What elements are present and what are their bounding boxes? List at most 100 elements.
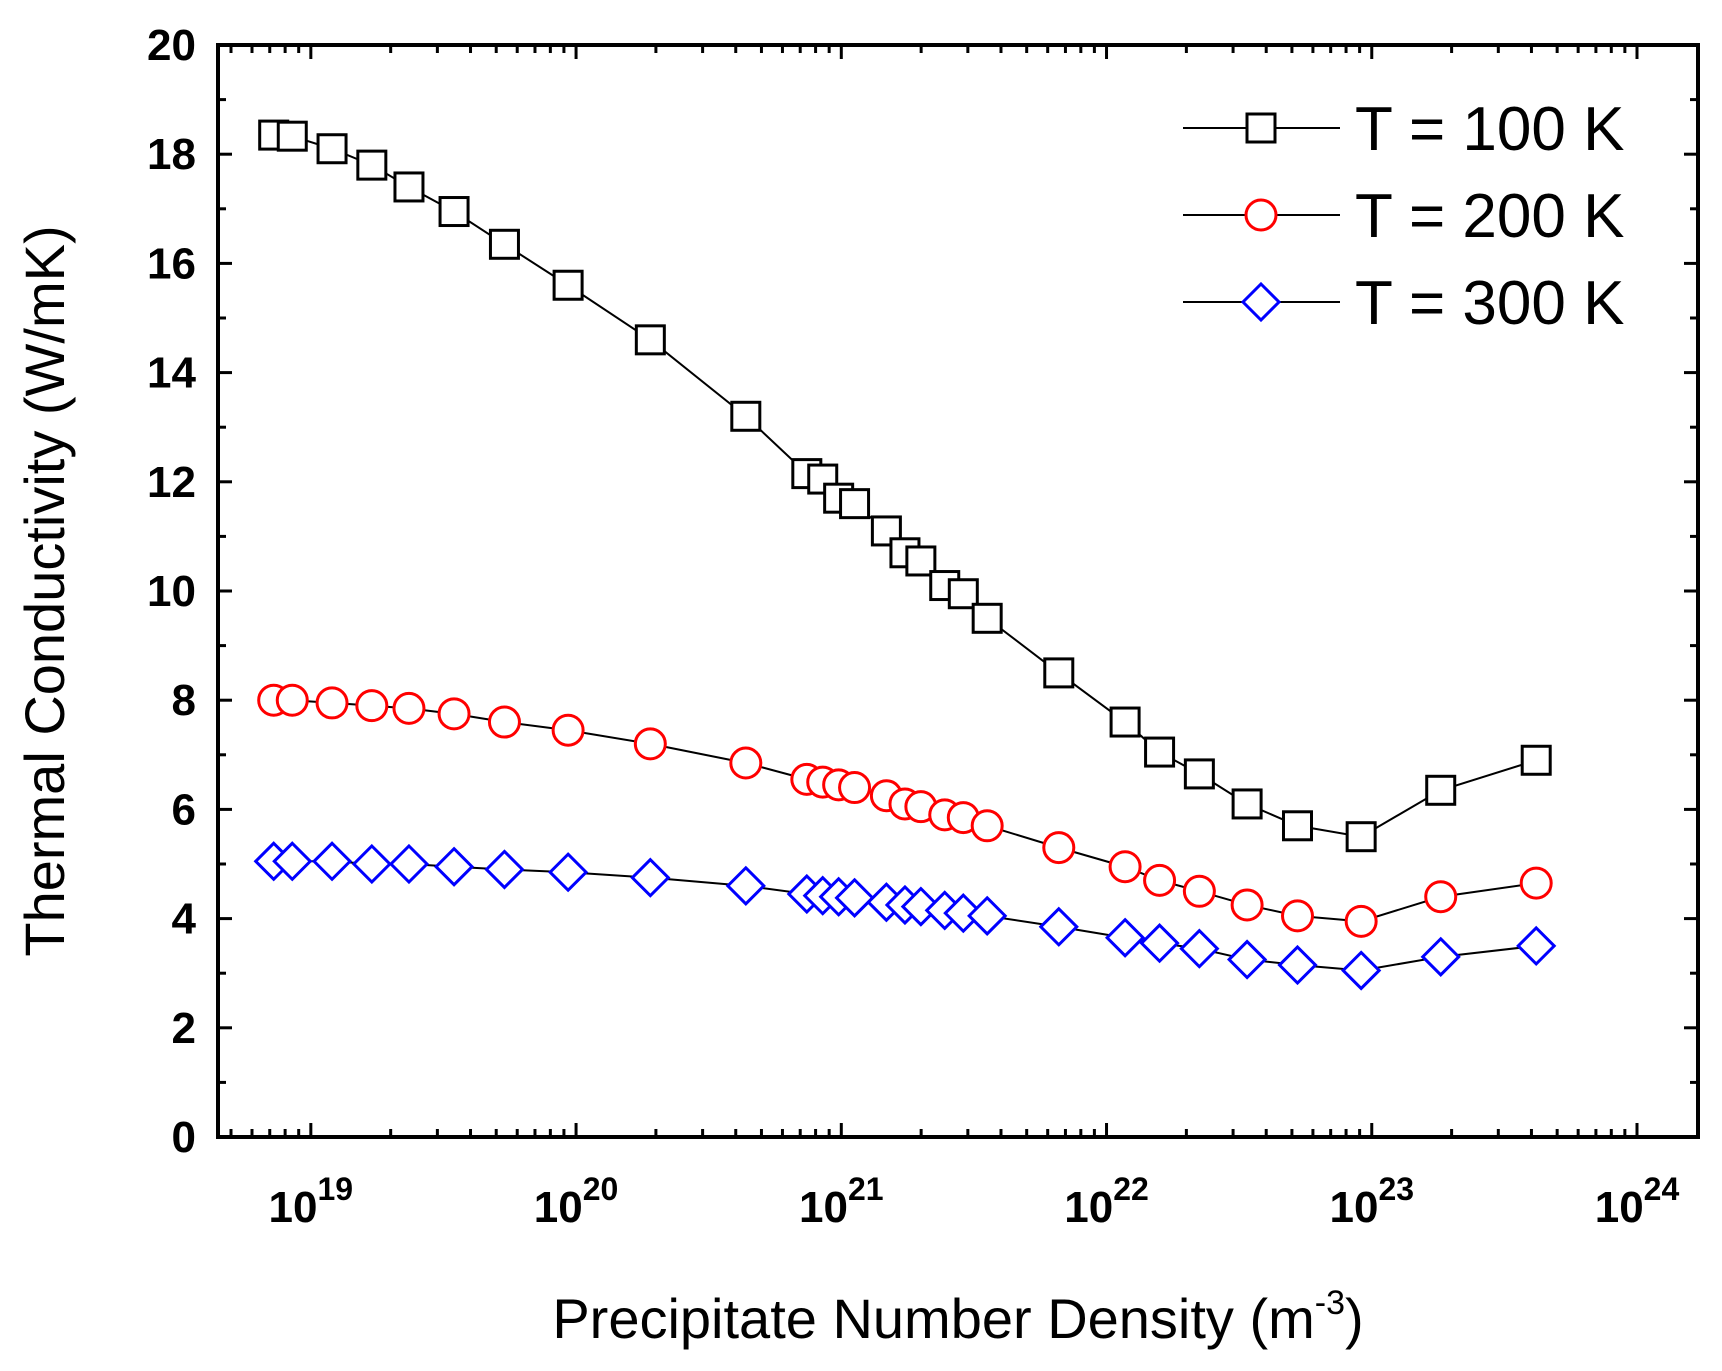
data-point [1420,936,1461,977]
x-tick-label-exp: 19 [318,1171,354,1207]
legend-marker [1245,112,1277,144]
x-tick-label-base: 10 [1595,1183,1644,1232]
data-point [1281,810,1313,842]
data-point [552,269,584,301]
data-point [1182,874,1216,908]
data-point [1104,917,1146,958]
data-point [275,683,309,717]
y-tick-label: 18 [147,130,196,179]
data-point [433,846,475,887]
data-point [488,228,520,260]
x-tick-label: 1023 [1329,1171,1414,1232]
y-tick-label: 2 [172,1004,196,1053]
x-tick-label: 1020 [534,1171,619,1232]
data-point [1344,904,1378,938]
data-point [1520,744,1552,776]
y-axis-tick-labels: 0 2 4 6 8 10 12 14 16 18 20 [147,21,196,1162]
x-tick-label-exp: 24 [1644,1171,1680,1207]
data-point [1179,928,1220,969]
x-tick-label: 1022 [1064,1171,1149,1232]
data-point [943,893,984,934]
data-point [970,809,1004,843]
series-circle [257,683,1553,938]
data-point [905,545,937,577]
y-tick-label: 6 [172,785,196,834]
legend-item: T = 200 K [1183,182,1624,251]
data-point [730,400,762,432]
data-point [1108,850,1142,884]
data-point [838,771,872,805]
x-tick-label-base: 10 [269,1183,318,1232]
data-point [839,488,871,520]
data-point [392,691,426,725]
data-point [438,196,470,228]
plot-frame [216,43,1700,1139]
data-point [388,843,430,885]
legend-marker [1240,281,1282,323]
y-tick-label: 14 [147,349,196,398]
x-axis-title-base: Precipitate Number Density (m [552,1287,1314,1350]
data-point [311,841,353,882]
data-point [316,133,348,165]
x-axis-title: Precipitate Number Density (m-3) [552,1284,1363,1350]
series-diamond [253,841,1557,991]
y-tick-label: 4 [172,895,197,944]
data-point [1519,866,1553,900]
x-tick-label: 1019 [269,1171,354,1232]
x-axis-tick-labels: 1019 1020 1021 1022 1023 1024 [269,1171,1680,1232]
x-tick-label-base: 10 [1064,1183,1113,1232]
y-tick-label: 12 [147,458,196,507]
y-tick-label: 16 [147,239,196,288]
data-point [729,746,763,780]
x-axis-title-close: ) [1345,1287,1364,1350]
x-tick-label-exp: 20 [583,1171,619,1207]
data-point [834,877,875,918]
x-tick-label-exp: 22 [1113,1171,1149,1207]
y-tick-label: 20 [147,21,196,70]
y-tick-label: 8 [172,676,196,725]
data-point [351,843,392,885]
legend: T = 100 K T = 200 K T = 300 K [1183,95,1624,338]
data-point [1516,925,1557,967]
data-point [1143,863,1177,897]
data-point [1144,736,1176,768]
data-point [487,705,521,739]
data-point [1226,939,1268,980]
legend-label: T = 100 K [1355,95,1624,164]
data-point [1042,831,1076,865]
data-point [1139,923,1180,964]
data-point [276,120,308,152]
legend-marker [1244,198,1278,232]
x-tick-label: 1021 [799,1171,884,1232]
x-axis-title-sup: -3 [1315,1284,1345,1322]
data-point [630,857,671,898]
data-point [355,689,389,723]
data-point [393,171,425,203]
data-point [1231,788,1263,820]
series-layer [253,119,1557,991]
data-point [1341,950,1382,991]
x-tick-label: 1024 [1595,1171,1680,1232]
data-point [633,727,667,761]
data-point [437,697,471,731]
data-point [315,686,349,720]
data-point [634,324,666,356]
data-point [1183,758,1215,790]
data-point [1109,706,1141,738]
data-point [967,895,1008,936]
data-point [547,852,589,893]
data-point [971,602,1003,634]
data-point [1230,888,1264,922]
data-point [725,865,766,906]
series-square [258,119,1552,853]
data-point [356,149,388,181]
x-tick-label-exp: 23 [1378,1171,1414,1207]
data-point [1425,774,1457,806]
x-tick-label-exp: 21 [848,1171,884,1207]
x-tick-label-base: 10 [799,1183,848,1232]
y-tick-label: 0 [172,1113,196,1162]
data-point [1424,880,1458,914]
legend-item: T = 100 K [1183,95,1624,164]
legend-label: T = 300 K [1355,269,1624,338]
